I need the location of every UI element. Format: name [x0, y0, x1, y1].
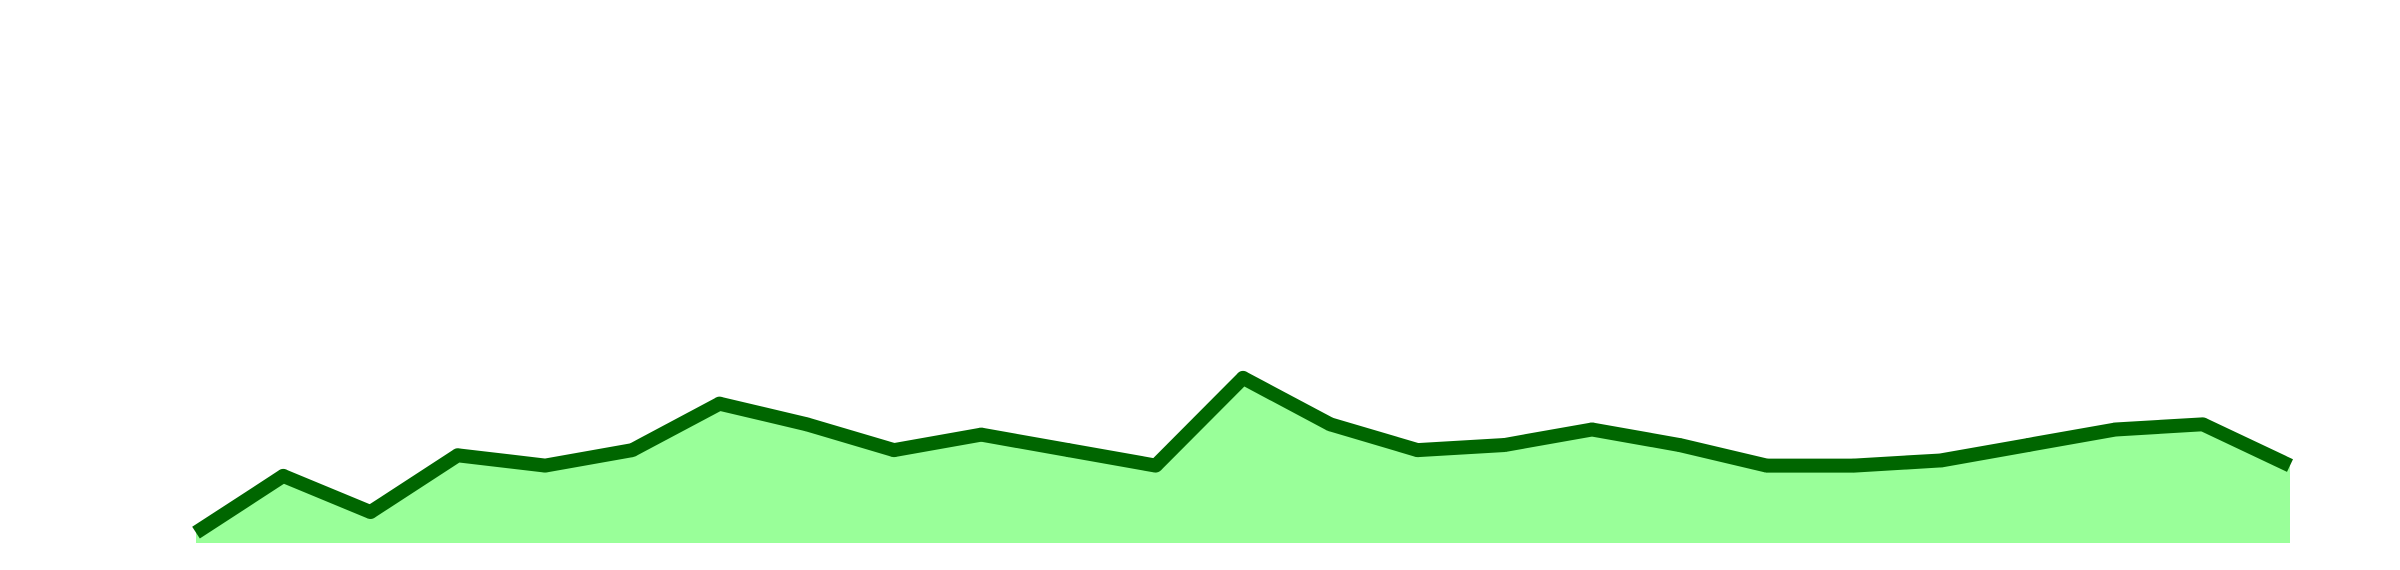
series-line-segment — [1328, 417, 1420, 457]
series-line-segment — [892, 427, 983, 458]
data-point — [1846, 458, 1861, 473]
data-point — [1323, 417, 1338, 432]
series-line-segment — [1853, 453, 1942, 473]
data-point — [1934, 453, 1948, 468]
data-point — [1061, 443, 1076, 458]
series-line-segment — [1067, 443, 1157, 473]
series-line-segment — [543, 443, 634, 473]
line-layer — [192, 370, 2293, 539]
data-point — [1148, 458, 1163, 473]
data-point — [799, 417, 814, 432]
data-point — [712, 396, 727, 411]
data-point — [1497, 437, 1512, 452]
data-point — [450, 448, 465, 463]
series-line-segment — [717, 396, 809, 432]
series-line-segment — [366, 449, 462, 518]
data-point — [538, 458, 552, 473]
data-point — [1759, 458, 1774, 473]
series-line-segment — [1150, 372, 1248, 471]
series-line-segment — [2115, 417, 2204, 437]
data-point — [2021, 437, 2036, 452]
series-line-segment — [1677, 438, 1769, 473]
series-line-segment — [980, 427, 1070, 458]
data-point — [625, 443, 640, 458]
data-point — [276, 468, 291, 483]
series-line-segment — [2027, 422, 2117, 452]
data-point — [1236, 370, 1250, 385]
data-point — [974, 427, 989, 442]
series-line-segment — [1417, 437, 1506, 458]
series-line-segment — [628, 397, 723, 457]
series-line-segment — [1239, 371, 1334, 431]
series-line-segment — [2199, 417, 2293, 472]
data-point — [887, 443, 901, 458]
series-line-segment — [456, 448, 546, 473]
series-line-segment — [804, 417, 896, 457]
data-point — [2108, 422, 2123, 437]
series-line-segment — [1590, 422, 1681, 452]
series-line-segment — [1503, 422, 1594, 452]
data-point — [363, 505, 378, 520]
data-point — [1672, 437, 1687, 452]
data-point — [1585, 422, 1599, 437]
series-line-segment — [1939, 438, 2030, 468]
series-area-fill — [196, 377, 2290, 543]
series-line-segment — [280, 469, 374, 519]
area-layer — [196, 377, 2290, 543]
series-line-segment — [192, 470, 288, 539]
data-point — [1410, 443, 1425, 458]
data-point — [2195, 417, 2210, 432]
